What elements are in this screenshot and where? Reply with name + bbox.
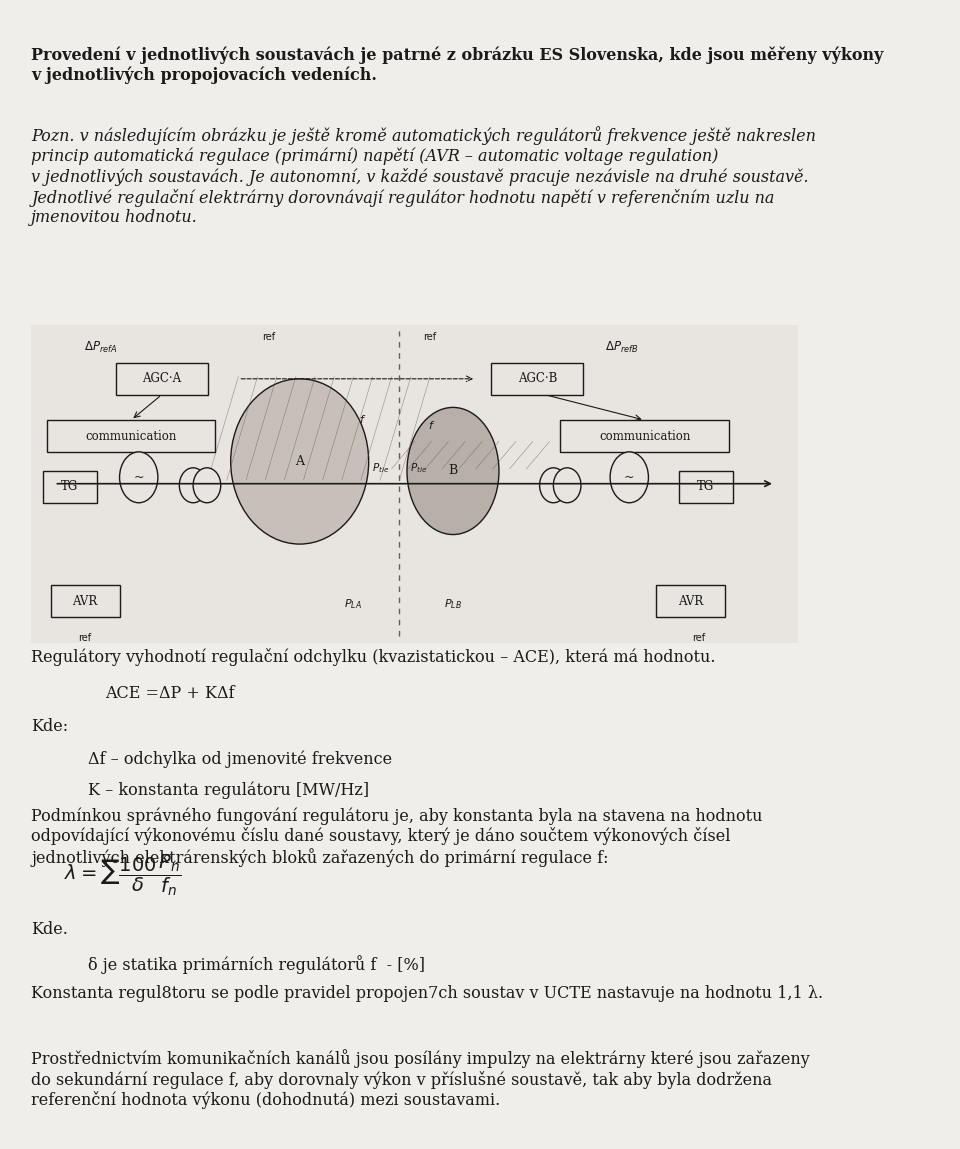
Text: AVR: AVR bbox=[72, 595, 98, 608]
Text: ref: ref bbox=[423, 332, 437, 342]
Ellipse shape bbox=[193, 468, 221, 503]
FancyBboxPatch shape bbox=[47, 421, 215, 452]
Text: Regulátory vyhodnotí regulační odchylku (kvazistatickou – ACE), která má hodnotu: Regulátory vyhodnotí regulační odchylku … bbox=[32, 648, 716, 666]
Ellipse shape bbox=[611, 452, 648, 503]
Ellipse shape bbox=[553, 468, 581, 503]
Text: ~: ~ bbox=[624, 471, 635, 484]
Text: Pozn. v následujícím obrázku je ještě kromě automatických regulátorů frekvence j: Pozn. v následujícím obrázku je ještě kr… bbox=[32, 126, 816, 226]
FancyBboxPatch shape bbox=[561, 421, 729, 452]
Text: δ je statika primárních regulátorů f  - [%]: δ je statika primárních regulátorů f - [… bbox=[88, 955, 425, 973]
Text: Δf – odchylka od jmenovité frekvence: Δf – odchylka od jmenovité frekvence bbox=[88, 750, 393, 768]
Text: ref: ref bbox=[79, 633, 91, 642]
Text: ref: ref bbox=[262, 332, 276, 342]
Text: TG: TG bbox=[697, 480, 714, 493]
Text: B: B bbox=[448, 464, 458, 478]
Text: AVR: AVR bbox=[678, 595, 704, 608]
Text: AGC·A: AGC·A bbox=[142, 372, 181, 385]
Text: Podmínkou správného fungování regulátoru je, aby konstanta byla na stavena na ho: Podmínkou správného fungování regulátoru… bbox=[32, 808, 763, 867]
FancyBboxPatch shape bbox=[43, 471, 97, 503]
Text: communication: communication bbox=[599, 430, 690, 442]
Ellipse shape bbox=[407, 408, 499, 534]
Text: Kde.: Kde. bbox=[32, 920, 68, 938]
Text: ~: ~ bbox=[133, 471, 144, 484]
Ellipse shape bbox=[120, 452, 157, 503]
Text: $P_{tie}$: $P_{tie}$ bbox=[372, 461, 389, 475]
Text: $P_{tie}$: $P_{tie}$ bbox=[410, 461, 427, 475]
Text: $\Delta P_{refA}$: $\Delta P_{refA}$ bbox=[84, 339, 117, 355]
FancyBboxPatch shape bbox=[116, 363, 207, 395]
Text: ref: ref bbox=[692, 633, 705, 642]
Text: communication: communication bbox=[85, 430, 177, 442]
FancyBboxPatch shape bbox=[656, 585, 725, 617]
Text: ACE =ΔP + KΔf: ACE =ΔP + KΔf bbox=[105, 685, 234, 702]
Text: Konstanta regul8toru se podle pravidel propojen7ch soustav v UCTE nastavuje na h: Konstanta regul8toru se podle pravidel p… bbox=[32, 986, 824, 1002]
Ellipse shape bbox=[230, 379, 369, 545]
Text: Provedení v jednotlivých soustavách je patrné z obrázku ES Slovenska, kde jsou m: Provedení v jednotlivých soustavách je p… bbox=[32, 47, 884, 84]
Text: $\Delta P_{refB}$: $\Delta P_{refB}$ bbox=[605, 339, 638, 355]
Text: AGC·B: AGC·B bbox=[517, 372, 557, 385]
Text: f: f bbox=[428, 422, 432, 432]
FancyBboxPatch shape bbox=[492, 363, 584, 395]
Ellipse shape bbox=[180, 468, 207, 503]
Text: Prostřednictvím komunikačních kanálů jsou posílány impulzy na elektrárny které j: Prostřednictvím komunikačních kanálů jso… bbox=[32, 1049, 810, 1110]
FancyBboxPatch shape bbox=[51, 585, 120, 617]
Text: K – konstanta regulátoru [MW/Hz]: K – konstanta regulátoru [MW/Hz] bbox=[88, 781, 370, 799]
Text: A: A bbox=[295, 455, 304, 468]
FancyBboxPatch shape bbox=[679, 471, 732, 503]
Text: $P_{LA}$: $P_{LA}$ bbox=[345, 597, 362, 611]
Text: $P_{LB}$: $P_{LB}$ bbox=[444, 597, 462, 611]
FancyBboxPatch shape bbox=[32, 325, 798, 642]
Text: f: f bbox=[359, 415, 363, 425]
Text: TG: TG bbox=[61, 480, 79, 493]
Text: Kde:: Kde: bbox=[32, 717, 68, 734]
Text: $\lambda = \sum \dfrac{100}{\delta} \dfrac{P_n}{f_n}$: $\lambda = \sum \dfrac{100}{\delta} \dfr… bbox=[64, 853, 181, 899]
Ellipse shape bbox=[540, 468, 567, 503]
